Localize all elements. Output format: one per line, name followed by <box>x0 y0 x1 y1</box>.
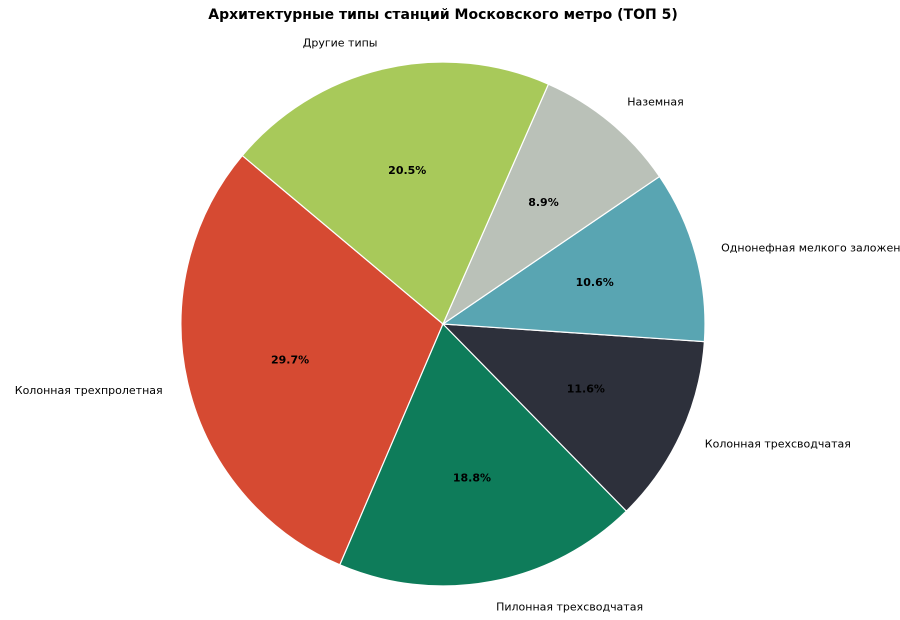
value-label: 10.6% <box>576 276 614 289</box>
value-label: 8.9% <box>528 196 559 209</box>
pie-slice <box>441 323 706 512</box>
pie-slice <box>441 175 706 343</box>
slice-label: Другие типы <box>303 36 378 49</box>
value-label: 18.8% <box>453 472 491 485</box>
pie-slice <box>241 61 550 325</box>
slice-label: Колонная трехпролетная <box>15 384 163 397</box>
chart-title: Архитектурные типы станций Московского м… <box>208 7 678 23</box>
value-label: 29.7% <box>271 353 309 366</box>
pie-slice <box>441 83 661 326</box>
slice-label: Однонефная мелкого заложения <box>721 241 900 254</box>
slice-label: Наземная <box>627 95 683 108</box>
pie-slice <box>339 322 628 587</box>
slice-label: Колонная трехсводчатая <box>705 437 851 450</box>
slice-label: Пилонная трехсводчатая <box>496 600 643 613</box>
value-label: 11.6% <box>567 383 605 396</box>
pie-slice <box>180 154 444 566</box>
value-label: 20.5% <box>388 164 426 177</box>
